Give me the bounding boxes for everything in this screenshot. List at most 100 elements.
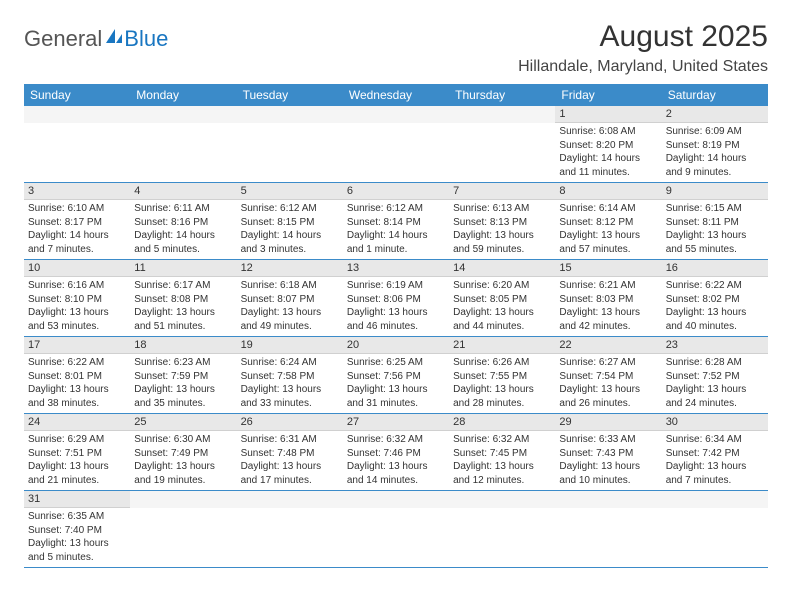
daylight-text: Daylight: 13 hours and 33 minutes. xyxy=(241,383,339,410)
day-cell: 7Sunrise: 6:13 AMSunset: 8:13 PMDaylight… xyxy=(449,183,555,259)
daylight-text: Daylight: 13 hours and 21 minutes. xyxy=(28,460,126,487)
day-number: 17 xyxy=(24,337,130,354)
sunset-text: Sunset: 8:07 PM xyxy=(241,293,339,307)
day-number: 25 xyxy=(130,414,236,431)
sunset-text: Sunset: 8:02 PM xyxy=(666,293,764,307)
sunset-text: Sunset: 8:06 PM xyxy=(347,293,445,307)
day-body: Sunrise: 6:15 AMSunset: 8:11 PMDaylight:… xyxy=(662,200,768,258)
day-cell: 23Sunrise: 6:28 AMSunset: 7:52 PMDayligh… xyxy=(662,337,768,413)
day-number: 12 xyxy=(237,260,343,277)
day-body: Sunrise: 6:26 AMSunset: 7:55 PMDaylight:… xyxy=(449,354,555,412)
day-number: 16 xyxy=(662,260,768,277)
day-number: 11 xyxy=(130,260,236,277)
empty-day-cell xyxy=(237,491,343,567)
day-number: 2 xyxy=(662,106,768,123)
day-number: 30 xyxy=(662,414,768,431)
sunset-text: Sunset: 7:58 PM xyxy=(241,370,339,384)
day-cell: 22Sunrise: 6:27 AMSunset: 7:54 PMDayligh… xyxy=(555,337,661,413)
daylight-text: Daylight: 13 hours and 49 minutes. xyxy=(241,306,339,333)
day-body: Sunrise: 6:22 AMSunset: 8:01 PMDaylight:… xyxy=(24,354,130,412)
daylight-text: Daylight: 13 hours and 31 minutes. xyxy=(347,383,445,410)
sunrise-text: Sunrise: 6:35 AM xyxy=(28,510,126,524)
day-cell: 28Sunrise: 6:32 AMSunset: 7:45 PMDayligh… xyxy=(449,414,555,490)
sunset-text: Sunset: 8:10 PM xyxy=(28,293,126,307)
empty-day-cell xyxy=(449,106,555,182)
empty-day-cell xyxy=(343,106,449,182)
week-row: 17Sunrise: 6:22 AMSunset: 8:01 PMDayligh… xyxy=(24,337,768,414)
sunset-text: Sunset: 7:48 PM xyxy=(241,447,339,461)
day-body: Sunrise: 6:12 AMSunset: 8:14 PMDaylight:… xyxy=(343,200,449,258)
day-cell: 30Sunrise: 6:34 AMSunset: 7:42 PMDayligh… xyxy=(662,414,768,490)
day-body: Sunrise: 6:34 AMSunset: 7:42 PMDaylight:… xyxy=(662,431,768,489)
sunrise-text: Sunrise: 6:23 AM xyxy=(134,356,232,370)
empty-day-cell xyxy=(130,106,236,182)
sunset-text: Sunset: 7:45 PM xyxy=(453,447,551,461)
weekday-header: Monday xyxy=(130,84,236,106)
sunset-text: Sunset: 7:46 PM xyxy=(347,447,445,461)
weekday-header-row: Sunday Monday Tuesday Wednesday Thursday… xyxy=(24,84,768,106)
daylight-text: Daylight: 13 hours and 26 minutes. xyxy=(559,383,657,410)
empty-day-num xyxy=(449,106,555,123)
sunrise-text: Sunrise: 6:14 AM xyxy=(559,202,657,216)
weekday-header: Sunday xyxy=(24,84,130,106)
sunrise-text: Sunrise: 6:34 AM xyxy=(666,433,764,447)
day-cell: 2Sunrise: 6:09 AMSunset: 8:19 PMDaylight… xyxy=(662,106,768,182)
month-year-title: August 2025 xyxy=(518,20,768,54)
sunrise-text: Sunrise: 6:24 AM xyxy=(241,356,339,370)
weekday-header: Wednesday xyxy=(343,84,449,106)
empty-day-num xyxy=(343,106,449,123)
daylight-text: Daylight: 13 hours and 51 minutes. xyxy=(134,306,232,333)
daylight-text: Daylight: 13 hours and 19 minutes. xyxy=(134,460,232,487)
day-number: 23 xyxy=(662,337,768,354)
day-cell: 11Sunrise: 6:17 AMSunset: 8:08 PMDayligh… xyxy=(130,260,236,336)
day-number: 7 xyxy=(449,183,555,200)
sunrise-text: Sunrise: 6:32 AM xyxy=(347,433,445,447)
day-cell: 20Sunrise: 6:25 AMSunset: 7:56 PMDayligh… xyxy=(343,337,449,413)
logo-sail-icon xyxy=(104,27,124,50)
daylight-text: Daylight: 13 hours and 5 minutes. xyxy=(28,537,126,564)
day-body: Sunrise: 6:19 AMSunset: 8:06 PMDaylight:… xyxy=(343,277,449,335)
sunrise-text: Sunrise: 6:30 AM xyxy=(134,433,232,447)
sunrise-text: Sunrise: 6:15 AM xyxy=(666,202,764,216)
day-number: 29 xyxy=(555,414,661,431)
empty-day-num xyxy=(555,491,661,508)
day-number: 4 xyxy=(130,183,236,200)
sunset-text: Sunset: 7:40 PM xyxy=(28,524,126,538)
sunrise-text: Sunrise: 6:32 AM xyxy=(453,433,551,447)
day-body: Sunrise: 6:33 AMSunset: 7:43 PMDaylight:… xyxy=(555,431,661,489)
sunrise-text: Sunrise: 6:12 AM xyxy=(347,202,445,216)
day-cell: 19Sunrise: 6:24 AMSunset: 7:58 PMDayligh… xyxy=(237,337,343,413)
logo-text-blue: Blue xyxy=(124,26,168,52)
day-cell: 25Sunrise: 6:30 AMSunset: 7:49 PMDayligh… xyxy=(130,414,236,490)
daylight-text: Daylight: 13 hours and 12 minutes. xyxy=(453,460,551,487)
sunset-text: Sunset: 7:42 PM xyxy=(666,447,764,461)
day-number: 8 xyxy=(555,183,661,200)
day-body: Sunrise: 6:14 AMSunset: 8:12 PMDaylight:… xyxy=(555,200,661,258)
day-number: 31 xyxy=(24,491,130,508)
day-number: 3 xyxy=(24,183,130,200)
empty-day-cell xyxy=(237,106,343,182)
sunset-text: Sunset: 8:15 PM xyxy=(241,216,339,230)
day-cell: 12Sunrise: 6:18 AMSunset: 8:07 PMDayligh… xyxy=(237,260,343,336)
day-number: 14 xyxy=(449,260,555,277)
sunrise-text: Sunrise: 6:19 AM xyxy=(347,279,445,293)
sunrise-text: Sunrise: 6:11 AM xyxy=(134,202,232,216)
day-body: Sunrise: 6:28 AMSunset: 7:52 PMDaylight:… xyxy=(662,354,768,412)
daylight-text: Daylight: 13 hours and 57 minutes. xyxy=(559,229,657,256)
week-row: 24Sunrise: 6:29 AMSunset: 7:51 PMDayligh… xyxy=(24,414,768,491)
day-number: 24 xyxy=(24,414,130,431)
sunset-text: Sunset: 8:14 PM xyxy=(347,216,445,230)
day-cell: 3Sunrise: 6:10 AMSunset: 8:17 PMDaylight… xyxy=(24,183,130,259)
logo: General Blue xyxy=(24,26,168,52)
sunset-text: Sunset: 8:01 PM xyxy=(28,370,126,384)
day-cell: 10Sunrise: 6:16 AMSunset: 8:10 PMDayligh… xyxy=(24,260,130,336)
sunrise-text: Sunrise: 6:33 AM xyxy=(559,433,657,447)
day-number: 15 xyxy=(555,260,661,277)
day-cell: 21Sunrise: 6:26 AMSunset: 7:55 PMDayligh… xyxy=(449,337,555,413)
sunrise-text: Sunrise: 6:13 AM xyxy=(453,202,551,216)
daylight-text: Daylight: 13 hours and 28 minutes. xyxy=(453,383,551,410)
day-body: Sunrise: 6:23 AMSunset: 7:59 PMDaylight:… xyxy=(130,354,236,412)
daylight-text: Daylight: 13 hours and 10 minutes. xyxy=(559,460,657,487)
daylight-text: Daylight: 13 hours and 40 minutes. xyxy=(666,306,764,333)
day-body: Sunrise: 6:10 AMSunset: 8:17 PMDaylight:… xyxy=(24,200,130,258)
